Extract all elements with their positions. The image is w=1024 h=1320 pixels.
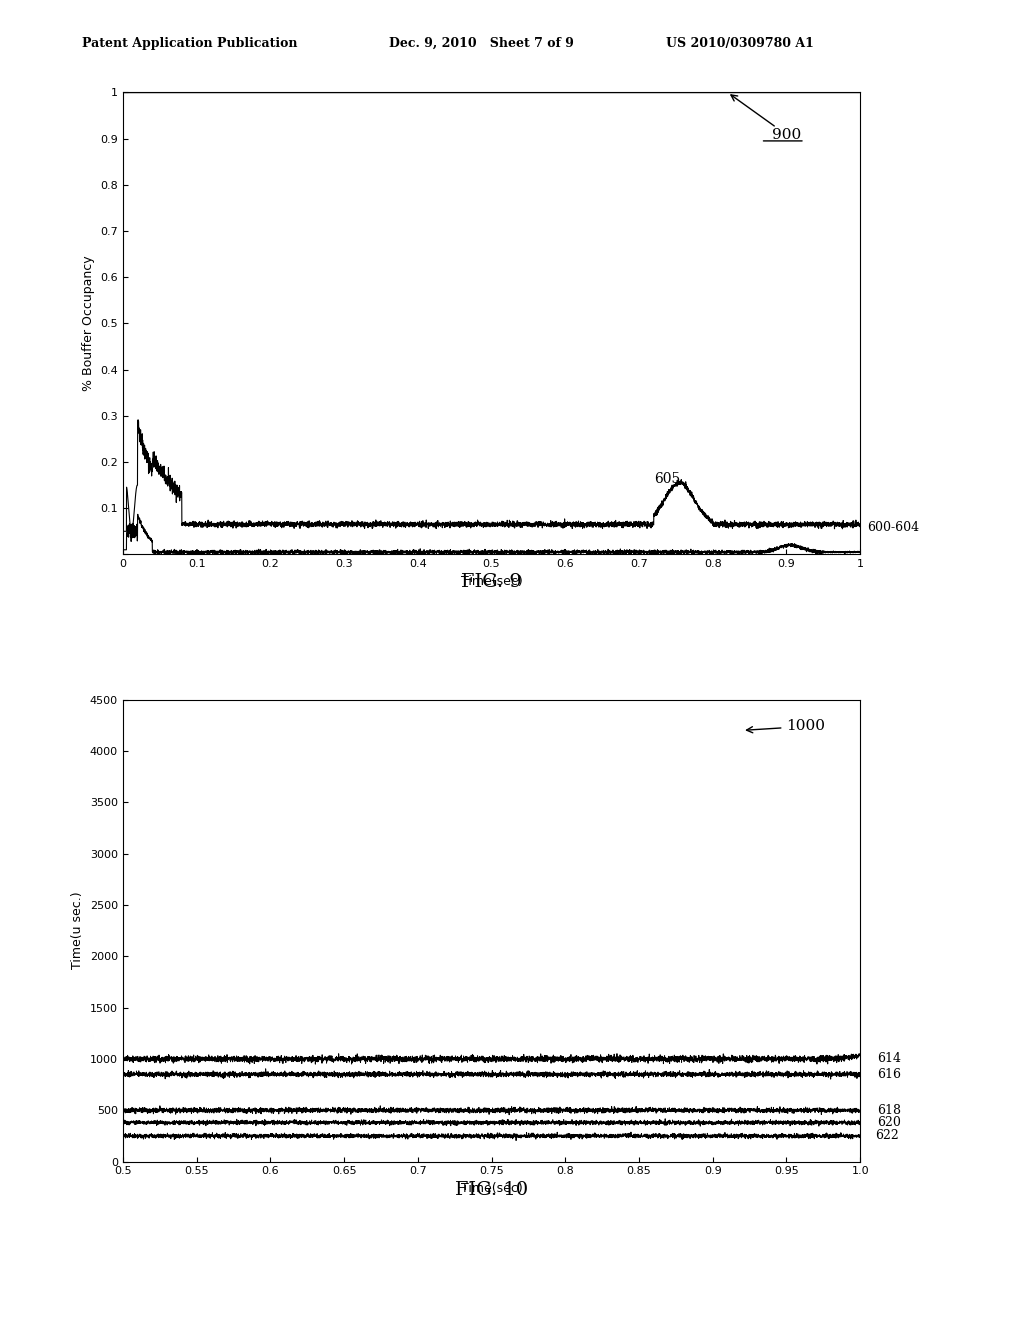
- Text: 616: 616: [878, 1068, 901, 1081]
- Text: 900: 900: [731, 95, 801, 141]
- Text: Dec. 9, 2010   Sheet 7 of 9: Dec. 9, 2010 Sheet 7 of 9: [389, 37, 574, 50]
- Text: 622: 622: [874, 1130, 899, 1142]
- Text: 600-604: 600-604: [867, 521, 920, 535]
- Text: US 2010/0309780 A1: US 2010/0309780 A1: [666, 37, 813, 50]
- Text: FIG. 10: FIG. 10: [455, 1180, 528, 1199]
- Text: FIG. 9: FIG. 9: [461, 573, 522, 591]
- Text: 618: 618: [878, 1104, 901, 1117]
- Text: 1000: 1000: [746, 719, 825, 734]
- Text: 620: 620: [878, 1117, 901, 1129]
- X-axis label: Time(sec): Time(sec): [461, 1181, 522, 1195]
- Y-axis label: % Bouffer Occupancy: % Bouffer Occupancy: [82, 256, 94, 391]
- Text: 605: 605: [653, 471, 680, 486]
- X-axis label: Time(sec): Time(sec): [461, 574, 522, 587]
- Y-axis label: Time(u sec.): Time(u sec.): [72, 892, 84, 969]
- Text: Patent Application Publication: Patent Application Publication: [82, 37, 297, 50]
- Text: 614: 614: [878, 1052, 901, 1065]
